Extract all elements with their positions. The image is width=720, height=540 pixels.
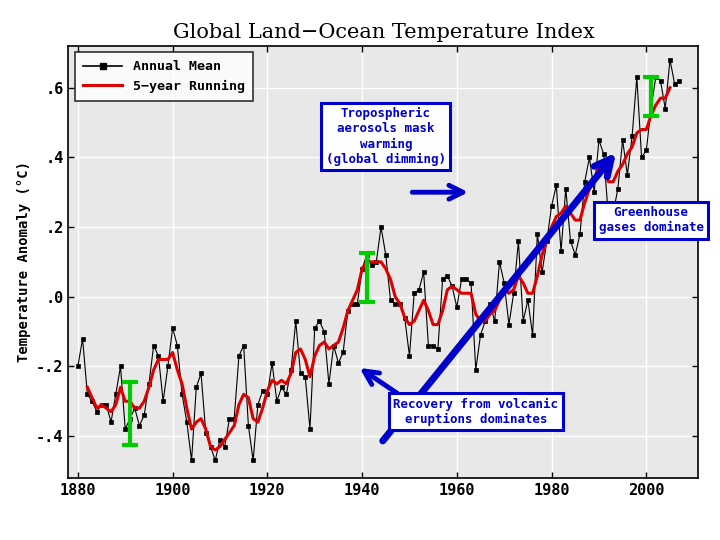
Text: RUTGERS: RUTGERS: [13, 512, 107, 531]
Text: Recovery from volcanic
eruptions dominates: Recovery from volcanic eruptions dominat…: [393, 397, 558, 426]
Text: Alan Robock: Alan Robock: [645, 509, 709, 519]
Title: Global Land−Ocean Temperature Index: Global Land−Ocean Temperature Index: [173, 23, 594, 42]
Y-axis label: Temperature Anomaly (°C): Temperature Anomaly (°C): [17, 161, 31, 362]
Text: Tropospheric
aerosols mask
warming
(global dimming): Tropospheric aerosols mask warming (glob…: [325, 107, 446, 166]
Legend: Annual Mean, 5−year Running: Annual Mean, 5−year Running: [75, 52, 253, 101]
Text: Department of Environmental Sciences: Department of Environmental Sciences: [504, 526, 709, 536]
Text: Greenhouse
gases dominate: Greenhouse gases dominate: [598, 206, 703, 234]
Text: http://data.giss.nasa.gov/gistemp/graphs/Fig.A2.pdf: http://data.giss.nasa.gov/gistemp/graphs…: [173, 517, 444, 526]
